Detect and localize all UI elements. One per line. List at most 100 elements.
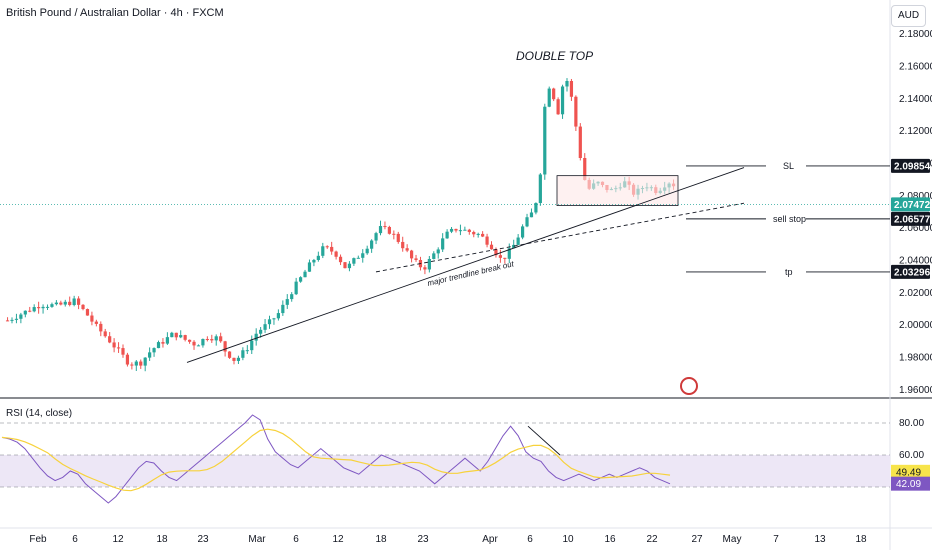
candle-body	[507, 248, 511, 259]
candle-body	[560, 86, 565, 115]
x-tick-label: 7	[773, 534, 779, 545]
x-tick-label: 27	[691, 534, 703, 545]
x-tick-label: 10	[562, 534, 574, 545]
candle-body	[223, 341, 227, 352]
candle-body	[516, 237, 520, 245]
candle-body	[130, 364, 134, 366]
candle-body	[330, 246, 334, 252]
rsi-divergence-line[interactable]	[527, 425, 561, 456]
candle-body	[272, 318, 276, 320]
x-tick-label: Apr	[482, 534, 498, 545]
y-tick-label: 2.06000	[899, 223, 932, 234]
candle-body	[156, 342, 161, 349]
candle-body	[125, 354, 130, 365]
candle-body	[365, 248, 369, 254]
candle-body	[241, 350, 245, 358]
rsi-band	[0, 455, 890, 487]
x-tick-label: 23	[197, 534, 209, 545]
x-tick-label: 16	[604, 534, 616, 545]
candle-body	[54, 302, 58, 305]
major-trendline[interactable]	[186, 167, 745, 363]
candle-body	[547, 88, 551, 107]
candle-body	[121, 348, 125, 355]
candle-body	[387, 226, 391, 234]
candle-body	[463, 229, 467, 231]
candle-body	[23, 310, 27, 315]
candle-body	[32, 307, 36, 312]
candle-body	[312, 259, 316, 263]
candle-body	[170, 332, 174, 338]
candle-body	[338, 256, 343, 263]
candle-body	[94, 321, 98, 324]
candle-body	[41, 306, 45, 309]
candle-body	[134, 361, 138, 366]
rsi-ma-badge: 49.49	[896, 467, 921, 478]
candle-body	[285, 299, 289, 305]
candle-body	[85, 309, 90, 316]
candle-body	[467, 229, 471, 233]
candle-body	[143, 357, 147, 366]
candle-body	[294, 281, 298, 295]
candle-body	[232, 357, 236, 361]
candle-body	[210, 339, 214, 341]
candle-body	[481, 233, 485, 237]
candle-body	[525, 217, 529, 227]
candle-body	[45, 306, 50, 308]
candle-body	[343, 262, 347, 269]
candle-body	[161, 342, 165, 344]
candle-body	[254, 333, 258, 341]
candle-body	[267, 319, 272, 325]
candle-body	[569, 80, 574, 97]
candle-body	[10, 319, 14, 321]
candle-body	[405, 248, 409, 251]
candle-body	[179, 335, 183, 338]
x-tick-label: 13	[814, 534, 826, 545]
candle-body	[432, 253, 436, 259]
candle-body	[374, 233, 378, 241]
candle-body	[298, 277, 303, 282]
candle-body	[427, 258, 431, 270]
sell-stop-price-badge: 2.06577	[894, 214, 931, 225]
candle-body	[281, 304, 285, 314]
rsi-line	[1, 414, 671, 504]
candle-body	[503, 257, 507, 259]
candle-body	[152, 348, 156, 353]
candle-body	[290, 294, 294, 300]
candle-body	[250, 340, 254, 351]
candle-body	[449, 228, 454, 232]
candle-body	[436, 249, 440, 254]
candle-body	[485, 236, 489, 245]
candle-body	[28, 310, 32, 312]
candle-body	[361, 253, 365, 258]
candle-body	[543, 106, 547, 175]
consolidation-box[interactable]	[556, 175, 679, 206]
candle-body	[489, 244, 494, 250]
candle-body	[14, 318, 19, 320]
candle-body	[99, 323, 103, 332]
x-tick-label: May	[723, 534, 742, 545]
candle-body	[174, 332, 178, 338]
candle-body	[441, 238, 445, 250]
candle-body	[334, 251, 338, 257]
x-tick-label: 22	[646, 534, 658, 545]
dashed-trendline[interactable]	[375, 202, 745, 273]
y-tick-label: 2.04000	[899, 256, 932, 267]
candle-body	[578, 126, 582, 158]
candle-body	[534, 203, 538, 213]
sell-stop-price-badge-bg	[891, 211, 930, 226]
candle-body	[520, 226, 525, 238]
sl-label: SL	[783, 161, 794, 171]
candle-body	[574, 96, 578, 127]
currency-button[interactable]: AUD	[891, 5, 926, 27]
candle-body	[529, 212, 534, 218]
tradingview-logo-icon	[680, 377, 698, 395]
candle-body	[103, 331, 107, 337]
candle-body	[583, 157, 587, 180]
current-price-badge-bg	[891, 197, 930, 212]
candle-body	[108, 336, 112, 343]
candle-body	[303, 271, 307, 278]
candle-body	[352, 258, 356, 264]
candle-body	[556, 99, 560, 115]
x-tick-label: Feb	[29, 534, 47, 545]
